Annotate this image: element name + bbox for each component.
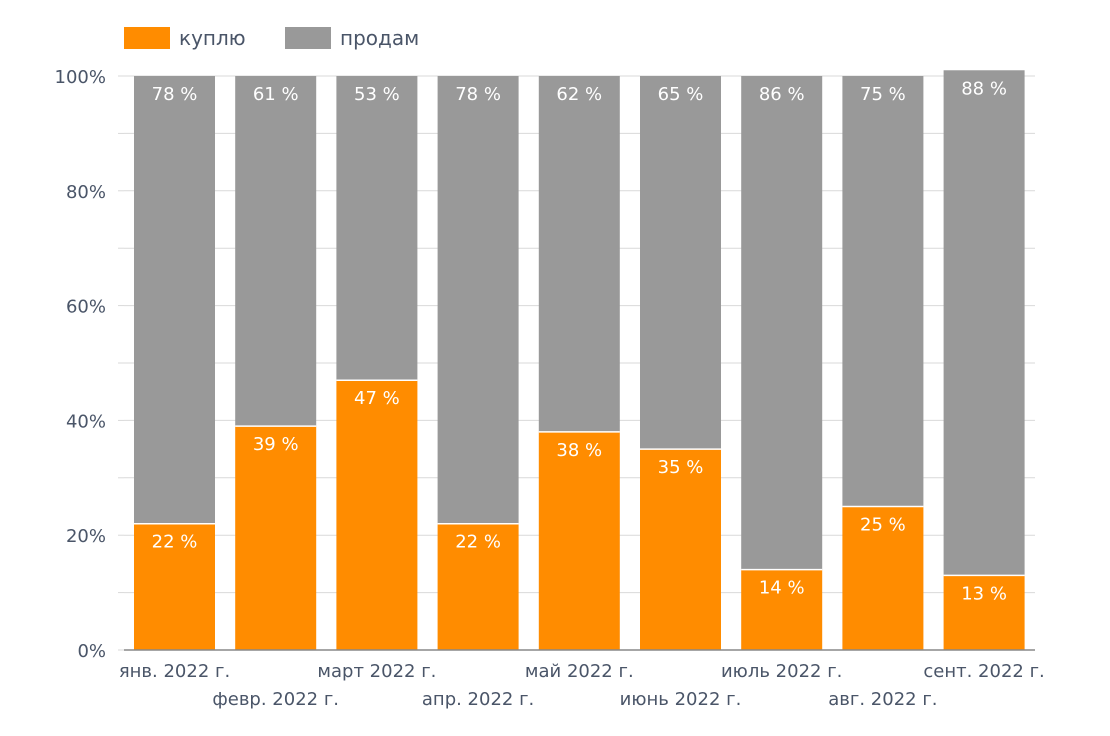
bar-segment-sell	[538, 76, 620, 432]
legend-label-buy: куплю	[179, 26, 246, 50]
data-label-buy: 22 %	[152, 532, 198, 553]
x-tick-label: сент. 2022 г.	[923, 661, 1044, 682]
x-tick-label: июль 2022 г.	[721, 661, 842, 682]
data-label-buy: 25 %	[860, 515, 906, 536]
legend-swatch-sell	[285, 27, 331, 49]
data-label-sell: 88 %	[961, 78, 1007, 99]
x-tick-label: июнь 2022 г.	[620, 689, 742, 710]
bar-segment-buy	[741, 569, 823, 650]
x-tick-label: февр. 2022 г.	[212, 689, 339, 710]
bar-segment-sell	[336, 76, 418, 381]
x-tick-label: май 2022 г.	[525, 661, 634, 682]
legend: куплю продам	[124, 26, 419, 50]
bar-segment-buy	[943, 575, 1025, 650]
data-label-buy: 35 %	[658, 457, 704, 478]
y-tick-label: 60%	[66, 297, 106, 318]
data-label-sell: 53 %	[354, 84, 400, 105]
x-tick-label: март 2022 г.	[317, 661, 436, 682]
data-label-buy: 47 %	[354, 388, 400, 409]
bar-segment-sell	[437, 76, 519, 524]
data-label-sell: 65 %	[658, 84, 704, 105]
y-tick-label: 0%	[77, 641, 106, 662]
data-label-buy: 13 %	[961, 583, 1007, 604]
x-tick-label: янв. 2022 г.	[119, 661, 230, 682]
bar-segment-sell	[842, 76, 924, 507]
y-tick-label: 40%	[66, 411, 106, 432]
bar-segment-buy	[134, 523, 215, 650]
data-label-buy: 39 %	[253, 434, 299, 455]
legend-label-sell: продам	[340, 26, 419, 50]
data-label-buy: 38 %	[556, 440, 602, 461]
data-label-sell: 75 %	[860, 84, 906, 105]
x-tick-label: авг. 2022 г.	[828, 689, 937, 710]
bar-segment-sell	[134, 76, 215, 524]
bar-segment-sell	[741, 76, 823, 570]
legend-swatch-buy	[124, 27, 170, 49]
data-label-sell: 62 %	[556, 84, 602, 105]
x-axis-tick-labels: янв. 2022 г. февр. 2022 г. март 2022 г. апр…	[119, 661, 1045, 710]
y-tick-label: 80%	[66, 182, 106, 203]
bar-segment-sell	[235, 76, 317, 427]
x-tick-label: апр. 2022 г.	[422, 689, 534, 710]
bar-segment-buy	[235, 426, 317, 650]
data-label-sell: 86 %	[759, 84, 805, 105]
data-label-buy: 22 %	[455, 532, 501, 553]
y-tick-label: 20%	[66, 526, 106, 547]
data-label-sell: 61 %	[253, 84, 299, 105]
bar-segment-buy	[640, 449, 721, 650]
bar-segment-buy	[437, 523, 519, 650]
bars: 22 % 78 % 39 % 61 % 47 % 53 % 22 % 78 % 38 % 62 %…	[134, 70, 1025, 650]
data-label-buy: 14 %	[759, 578, 805, 599]
data-label-sell: 78 %	[455, 84, 501, 105]
y-axis-tick-labels: 0% 20% 40% 60% 80% 100%	[55, 67, 106, 662]
bar-segment-buy	[336, 380, 418, 650]
y-tick-label: 100%	[55, 67, 106, 88]
bar-segment-buy	[842, 506, 924, 650]
bar-segment-buy	[538, 431, 620, 650]
bar-segment-sell	[943, 70, 1025, 576]
data-label-sell: 78 %	[152, 84, 198, 105]
bar-segment-sell	[640, 76, 721, 450]
